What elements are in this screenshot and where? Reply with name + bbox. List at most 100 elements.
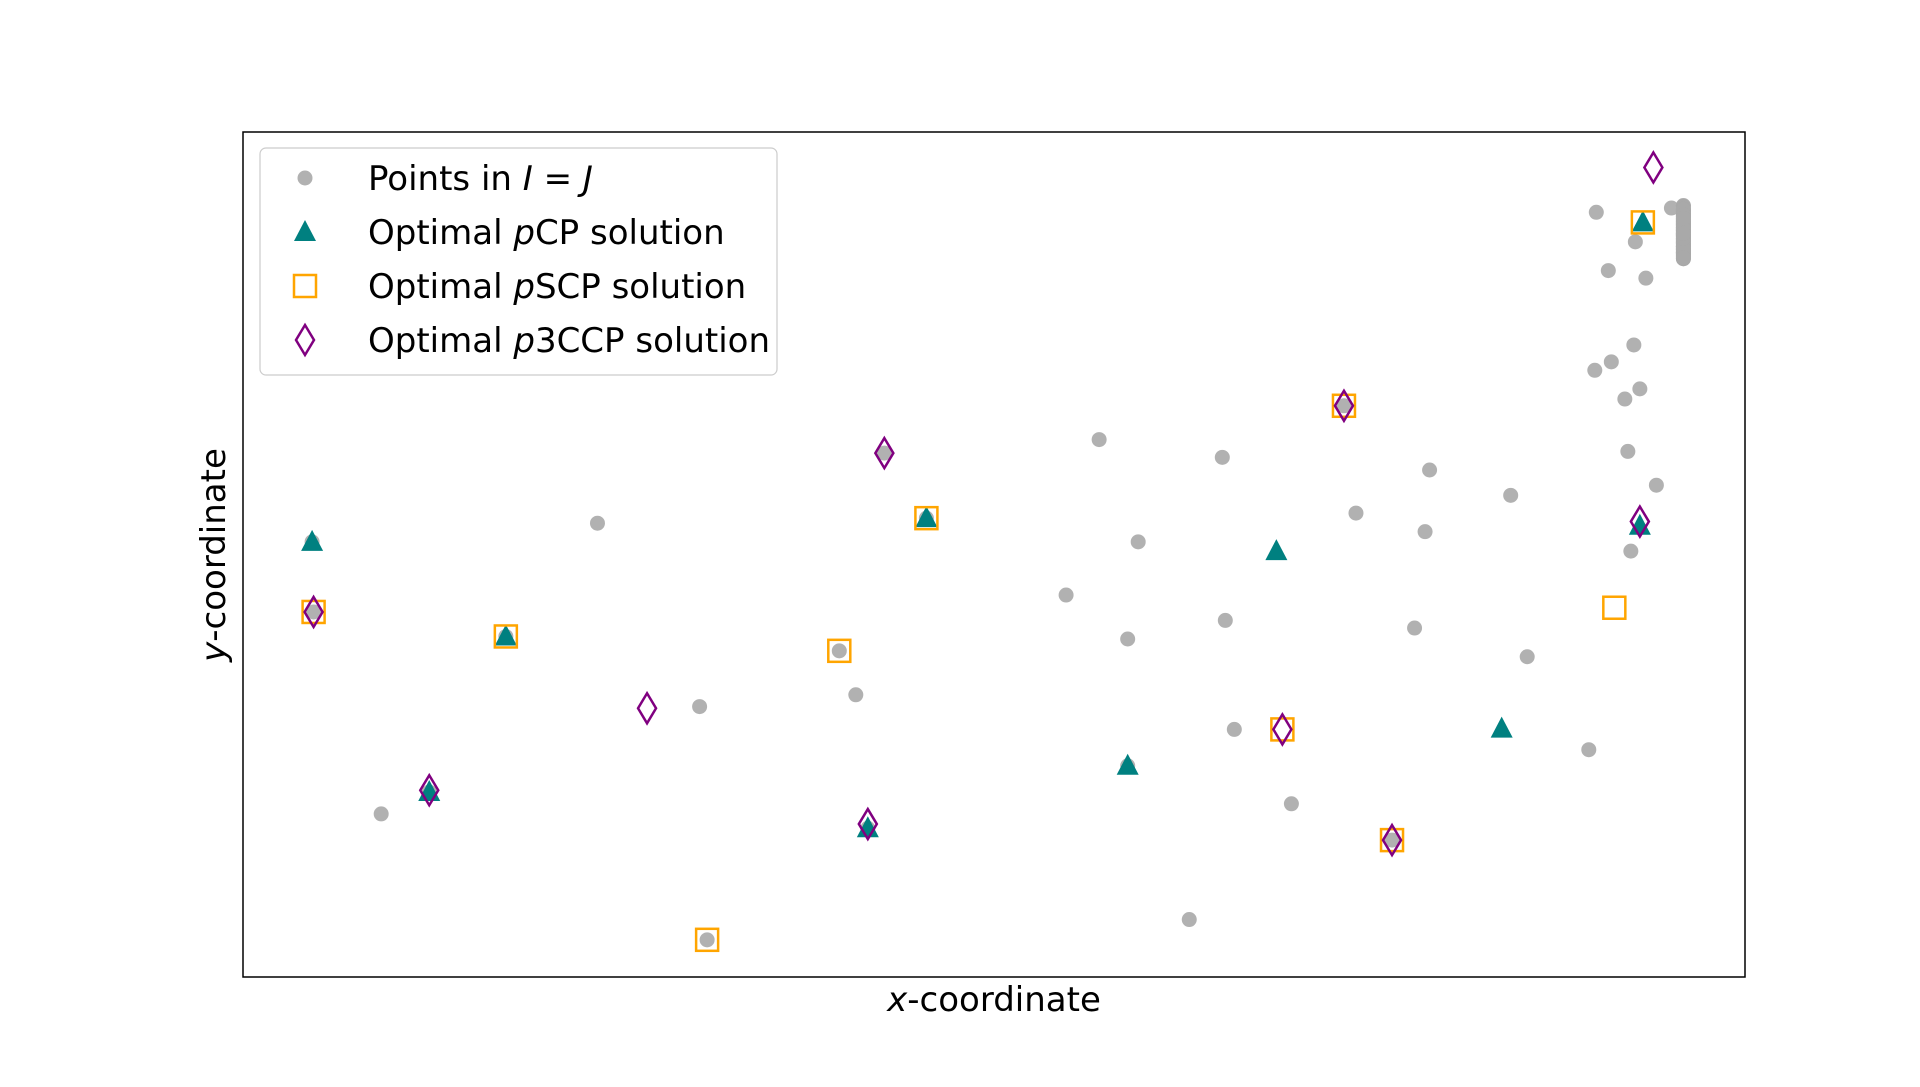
- pscp-point: [914, 505, 939, 531]
- legend-item-p3ccp: Optimal p3CCP solution: [294, 321, 770, 361]
- points-point: [1519, 649, 1535, 665]
- legend-label-part: Points in: [368, 159, 523, 199]
- legend-label-pscp: Optimal pSCP solution: [368, 267, 746, 307]
- points-point: [1632, 381, 1648, 397]
- pscp-point: [694, 927, 720, 953]
- points-point: [1603, 354, 1619, 370]
- p3ccp-point: [873, 435, 895, 471]
- pcp-point: [1116, 753, 1139, 775]
- p3ccp-point: [1629, 504, 1651, 539]
- legend-item-points: Points in I = J: [297, 159, 593, 199]
- points-point: [589, 515, 605, 531]
- pscp-point: [301, 599, 326, 625]
- points-point: [373, 806, 389, 822]
- pscp-point: [1331, 393, 1357, 419]
- points-point: [1226, 721, 1242, 737]
- legend-label-part: I: [523, 159, 533, 199]
- points-point: [1120, 631, 1136, 647]
- points-point: [306, 604, 322, 620]
- points-point: [1214, 449, 1230, 465]
- points-point: [1638, 270, 1654, 286]
- pscp-point: [1379, 827, 1405, 853]
- points-point: [1675, 250, 1691, 266]
- legend-label-p3ccp: Optimal p3CCP solution: [368, 321, 770, 361]
- points-point: [1581, 742, 1597, 758]
- pscp-point: [827, 638, 852, 664]
- points-point: [1283, 796, 1299, 812]
- points-point: [1181, 912, 1197, 928]
- x-axis-label-var: x: [886, 980, 908, 1020]
- points-point: [1587, 362, 1603, 378]
- legend-label-part: Optimal: [368, 213, 513, 253]
- points-point: [1503, 487, 1519, 503]
- legend-label-part: p: [512, 213, 535, 253]
- points-point: [1626, 337, 1642, 353]
- x-axis-label-text: -coordinate: [907, 980, 1101, 1020]
- pscp-point: [1270, 717, 1295, 742]
- points-point: [1617, 391, 1633, 407]
- pcp-point: [1265, 539, 1288, 561]
- points-point: [1407, 620, 1423, 636]
- legend-label-part: p: [512, 267, 535, 307]
- points-point: [1623, 543, 1639, 559]
- pcp-point: [301, 529, 324, 551]
- y-axis-label-var: y: [194, 641, 234, 663]
- legend-label-part: SCP solution: [535, 267, 746, 307]
- points-point: [1130, 534, 1146, 550]
- legend-label-points: Points in I = J: [368, 159, 593, 199]
- legend-marker-pcp: [294, 220, 316, 241]
- points-point: [848, 687, 864, 703]
- pscp-point: [1602, 595, 1627, 620]
- legend-box: [259, 147, 778, 376]
- points-point: [1588, 204, 1604, 220]
- legend-marker-points: [297, 170, 313, 186]
- points-point: [1600, 263, 1616, 279]
- pscp-point: [493, 624, 519, 649]
- points-point: [1675, 225, 1691, 241]
- p3ccp-point: [418, 772, 440, 808]
- legend-label-part: Optimal: [368, 267, 513, 307]
- y-axis-label: y-coordinate: [194, 448, 234, 663]
- legend-label-pcp: Optimal pCP solution: [368, 213, 725, 253]
- x-axis-label: x-coordinate: [886, 980, 1101, 1020]
- points-point: [1058, 587, 1074, 603]
- legend-item-pscp: Optimal pSCP solution: [292, 267, 746, 307]
- legend-label-part: Optimal: [368, 321, 513, 361]
- series-pscp: [301, 210, 1656, 953]
- p3ccp-point: [1381, 822, 1403, 858]
- points-point: [1675, 210, 1691, 226]
- legend-marker-pscp: [292, 273, 318, 299]
- legend-label-part: 3CCP solution: [535, 321, 770, 361]
- points-point: [1648, 477, 1664, 493]
- p3ccp-point: [636, 690, 658, 726]
- points-point: [1620, 443, 1636, 459]
- p3ccp-point: [1333, 388, 1355, 424]
- points-point: [1384, 832, 1400, 848]
- points-point: [1217, 612, 1233, 628]
- points-point: [1417, 524, 1433, 540]
- points-point: [692, 699, 708, 715]
- p3ccp-point: [1271, 711, 1293, 747]
- points-point: [1091, 432, 1107, 448]
- points-point: [699, 932, 715, 948]
- p3ccp-point: [1642, 150, 1664, 185]
- points-point: [1422, 462, 1438, 478]
- series-p3ccp: [303, 150, 1664, 858]
- y-axis-label-text: -coordinate: [194, 448, 234, 642]
- points-point: [831, 643, 847, 659]
- pcp-point: [494, 624, 517, 646]
- pscp-point: [1630, 210, 1656, 235]
- points-point: [1663, 200, 1679, 216]
- pcp-point: [915, 506, 938, 528]
- legend-label-part: p: [512, 321, 535, 361]
- legend-marker-p3ccp: [294, 322, 316, 358]
- points-point: [1348, 505, 1364, 521]
- p3ccp-point: [857, 806, 879, 842]
- legend-item-pcp: Optimal pCP solution: [294, 213, 725, 253]
- legend-label-part: CP solution: [535, 213, 725, 253]
- legend-label-part: =: [533, 159, 583, 199]
- pcp-point: [1631, 210, 1654, 232]
- pcp-point: [1490, 716, 1513, 738]
